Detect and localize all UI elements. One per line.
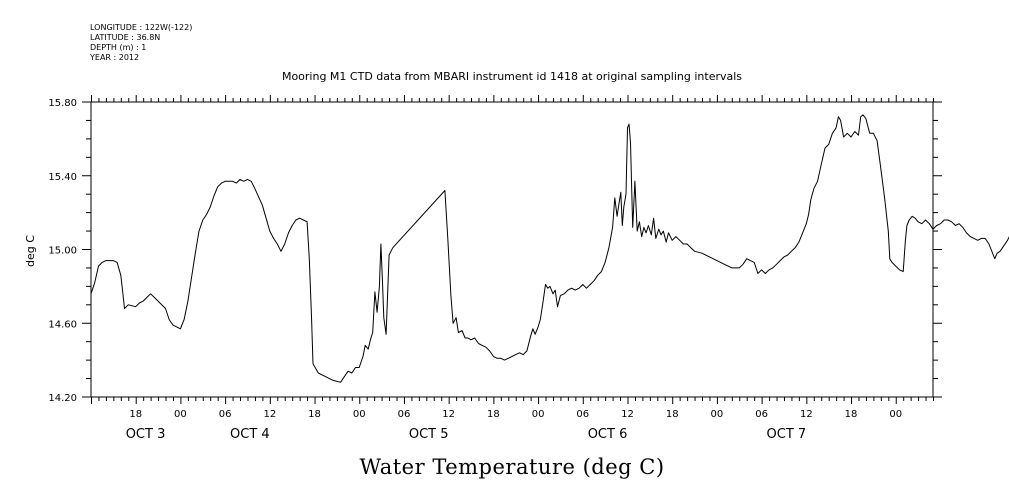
meta-depth: DEPTH (m) : 1: [90, 43, 146, 52]
y-tick-label: 15.80: [48, 98, 77, 109]
x-tick-label: 18: [308, 409, 321, 420]
date-label: OCT 4: [230, 427, 270, 442]
date-label: OCT 7: [767, 427, 807, 442]
x-tick-label: 12: [263, 409, 276, 420]
series-group: [90, 114, 1009, 383]
y-tick-label: 15.40: [48, 172, 77, 183]
plot-area-border: [90, 101, 934, 398]
date-labels: OCT 3 OCT 4 OCT 5 OCT 6 OCT 7: [126, 427, 806, 442]
x-tick-labels: 18 00 06 12 18 00 06 12 18 00 06 12 18 00 06 12 18 00: [129, 409, 902, 420]
x-tick-label: 00: [174, 409, 187, 420]
tick-marks: [82, 95, 942, 404]
date-label: OCT 6: [588, 427, 628, 442]
x-tick-label: 18: [666, 409, 679, 420]
y-tick-labels: 14.20 14.60 15.00 15.40 15.80: [48, 98, 77, 404]
x-tick-label: 18: [129, 409, 142, 420]
plot-frame: [90, 101, 934, 398]
y-tick-label: 15.00: [48, 246, 77, 257]
x-tick-label: 00: [532, 409, 545, 420]
x-tick-label: 06: [398, 409, 411, 420]
x-tick-label: 06: [576, 409, 589, 420]
x-tick-label: 06: [755, 409, 768, 420]
y-axis-label: deg C: [24, 235, 37, 267]
x-tick-label: 00: [711, 409, 724, 420]
y-tick-label: 14.60: [48, 319, 77, 330]
x-axis-label: Water Temperature (deg C): [359, 455, 664, 479]
meta-year: YEAR : 2012: [89, 53, 139, 62]
x-tick-label: 18: [487, 409, 500, 420]
y-tick-label: 14.20: [48, 393, 77, 404]
chart-title: Mooring M1 CTD data from MBARI instrumen…: [282, 70, 742, 83]
x-tick-label: 00: [889, 409, 902, 420]
meta-longitude: LONGITUDE : 122W(-122): [90, 23, 192, 32]
series-line: [90, 114, 1009, 383]
x-tick-label: 06: [219, 409, 232, 420]
date-label: OCT 5: [409, 427, 449, 442]
meta-latitude: LATITUDE : 36.8N: [90, 33, 160, 42]
x-tick-label: 18: [845, 409, 858, 420]
x-tick-label: 00: [353, 409, 366, 420]
x-tick-label: 12: [621, 409, 634, 420]
x-tick-label: 12: [442, 409, 455, 420]
x-tick-label: 12: [800, 409, 813, 420]
date-label: OCT 3: [126, 427, 166, 442]
metadata-block: LONGITUDE : 122W(-122) LATITUDE : 36.8N …: [89, 23, 192, 62]
